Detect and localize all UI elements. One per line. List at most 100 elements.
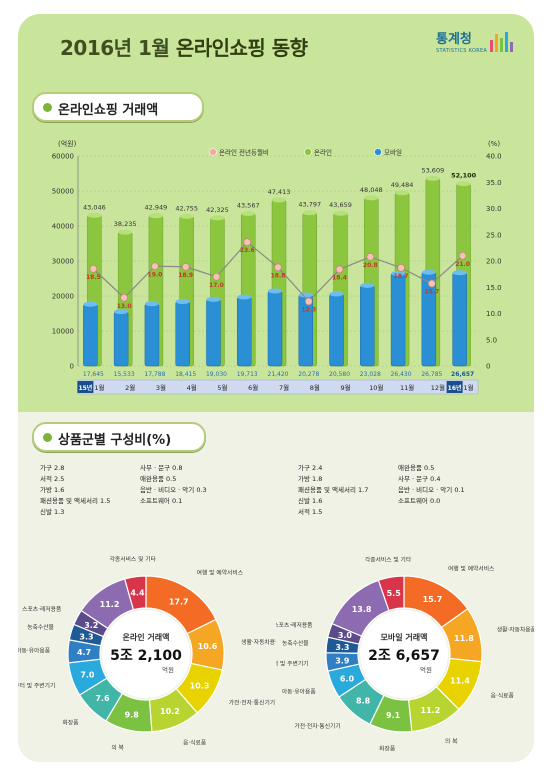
yoy-point (120, 293, 128, 302)
yoy-point (458, 251, 467, 260)
year-tag (77, 381, 94, 393)
mobile-value-label: 26,657 (451, 371, 474, 378)
slice-value-label: 11.4 (450, 677, 470, 686)
online-value-label: 43,567 (237, 202, 260, 210)
yoy-value-label: 17.0 (209, 282, 224, 289)
slice-value-label: 6.0 (340, 674, 355, 683)
slice-value-label: 11.2 (100, 600, 120, 609)
slice-category-label: 화장품 (63, 719, 80, 726)
online-bar-top (87, 212, 102, 218)
infographic-frame: 2016년 1월 온라인쇼핑 동향 통계청 STATISTICS KOREA 온… (18, 14, 534, 762)
minor-category: 사무 · 문구 0.4 (398, 474, 441, 483)
online-value-label: 49,484 (391, 181, 414, 189)
yoy-value-label: 19.0 (148, 271, 163, 278)
y2-tick-label: 0 (486, 363, 490, 371)
online-shopping-bar-chart: (억원) (%) 0 10000 20000 30000 40000 50000 60000 0 5… (52, 139, 502, 395)
mobile-bar (236, 296, 252, 367)
x-tick-label: 5월 (217, 383, 227, 392)
mobile-bar (329, 293, 344, 367)
slice-value-label: 8.8 (356, 697, 371, 706)
section-title-trade: 온라인쇼핑 거래액 (32, 92, 204, 122)
online-value-label: 43,046 (83, 203, 106, 211)
legend-marker (209, 148, 217, 156)
logo-subtitle: STATISTICS KOREA (436, 48, 488, 54)
y2-tick-label: 15.0 (486, 284, 502, 292)
center-value: 2조 6,657 (368, 648, 440, 664)
slice-category-label: 컴퓨터 및 주변기기 (18, 681, 55, 689)
x-tick-label: 2월 (125, 383, 135, 392)
yoy-value-label: 18.9 (178, 272, 193, 279)
minor-category: 가방 1.6 (40, 485, 64, 494)
logo-name: 통계청 (436, 32, 472, 47)
online-bar-top (456, 181, 471, 187)
minor-category: 사무 · 문구 0.8 (140, 463, 183, 472)
y2-tick-label: 35.0 (486, 179, 502, 187)
section-title-text: 온라인쇼핑 거래액 (58, 103, 159, 118)
mobile-bar (113, 311, 129, 367)
slice-value-label: 5.5 (387, 589, 402, 598)
x-tick-label: 6월 (248, 383, 258, 392)
mobile-value-label: 26,430 (391, 371, 412, 378)
slice-category-label: 각종서비스 및 기타 (110, 555, 157, 563)
slice-value-label: 7.0 (80, 670, 95, 679)
online-value-label: 38,235 (114, 220, 137, 228)
mobile-bar (267, 290, 283, 367)
mobile-bar (452, 272, 467, 367)
slice-category-label: 생활·자동차용품 (497, 625, 534, 633)
mobile-value-label: 17,645 (83, 371, 104, 378)
slice-value-label: 3.3 (335, 643, 349, 652)
slice-value-label: 3.0 (338, 631, 353, 640)
donut-center (102, 610, 190, 698)
center-title: 모바일 거래액 (381, 632, 428, 642)
yoy-point (397, 264, 405, 272)
slice-category-label: 여행 및 예약서비스 (448, 565, 495, 573)
donut-center (360, 610, 448, 698)
mobile-value-label: 19,713 (237, 371, 258, 378)
x-tick-label: 4월 (187, 383, 197, 392)
minor-category: 패션용품 및 액세서리 1.7 (298, 485, 368, 494)
yoy-point (304, 297, 313, 306)
page-title: 2016년 1월 온라인쇼핑 동향 (60, 32, 308, 61)
legend: 온라인 전년동월비 온라인 모바일 (209, 148, 402, 157)
x-tick-label: 10월 (369, 383, 383, 392)
online-bar-top (118, 229, 133, 235)
y-tick-label: 50000 (52, 188, 74, 196)
slice-category-label: 화장품 (379, 746, 396, 753)
x-tick-label: 9월 (340, 383, 350, 392)
mobile-bar (175, 301, 190, 367)
slice-category-label: 가전·전자·통신기기 (294, 722, 340, 730)
online-value-label: 47,413 (268, 188, 291, 196)
yoy-point (89, 265, 98, 273)
minor-category: 소프트웨어 0.1 (140, 496, 182, 505)
x-tick-label: 11월 (400, 383, 414, 392)
minor-category: 패션용품 및 액세서리 1.5 (40, 496, 110, 505)
minor-category: 가구 2.4 (298, 463, 322, 472)
slice-value-label: 9.1 (386, 711, 401, 720)
mobile-value-label: 15,533 (114, 371, 135, 378)
slice-category-label: 농축수산물 (282, 639, 309, 647)
minor-category: 음반 · 비디오 · 악기 0.1 (398, 485, 465, 494)
slice-category-label: 여행 및 예약서비스 (197, 568, 244, 576)
title-emphasis: 온라인쇼핑 동향 (175, 36, 308, 60)
slice-category-label: 농축수산물 (27, 623, 54, 631)
slice-value-label: 11.8 (454, 634, 474, 643)
legend-entry: 모바일 (384, 148, 402, 157)
header: 2016년 1월 온라인쇼핑 동향 통계청 STATISTICS KOREA (18, 14, 534, 74)
online-bar-top (425, 175, 440, 181)
mobile-value-label: 17,788 (144, 371, 165, 378)
mobile-bar-top (391, 270, 406, 276)
x-tick-label: 7월 (279, 383, 289, 392)
slice-category-label: 음·식료품 (183, 739, 207, 747)
yoy-point (335, 265, 344, 274)
mobile-bar-top (114, 309, 129, 315)
legend-entry: 온라인 (314, 148, 332, 157)
slice-value-label: 9.8 (125, 710, 140, 719)
online-bar-top (272, 197, 286, 203)
mobile-bar-top (421, 269, 436, 275)
mobile-bar-top (452, 270, 467, 276)
year-tag-label: 16년 (448, 384, 462, 392)
mobile-value-label: 20,278 (298, 371, 319, 378)
mobile-composition-donut: 가구 2.4 애완용품 0.5 가방 1.8 사무 · 문구 0.4 패션용품 및 액세… (276, 463, 534, 753)
section-title-text: 상품군별 구성비(%) (58, 433, 172, 448)
yoy-value-label: 18.8 (271, 272, 286, 279)
